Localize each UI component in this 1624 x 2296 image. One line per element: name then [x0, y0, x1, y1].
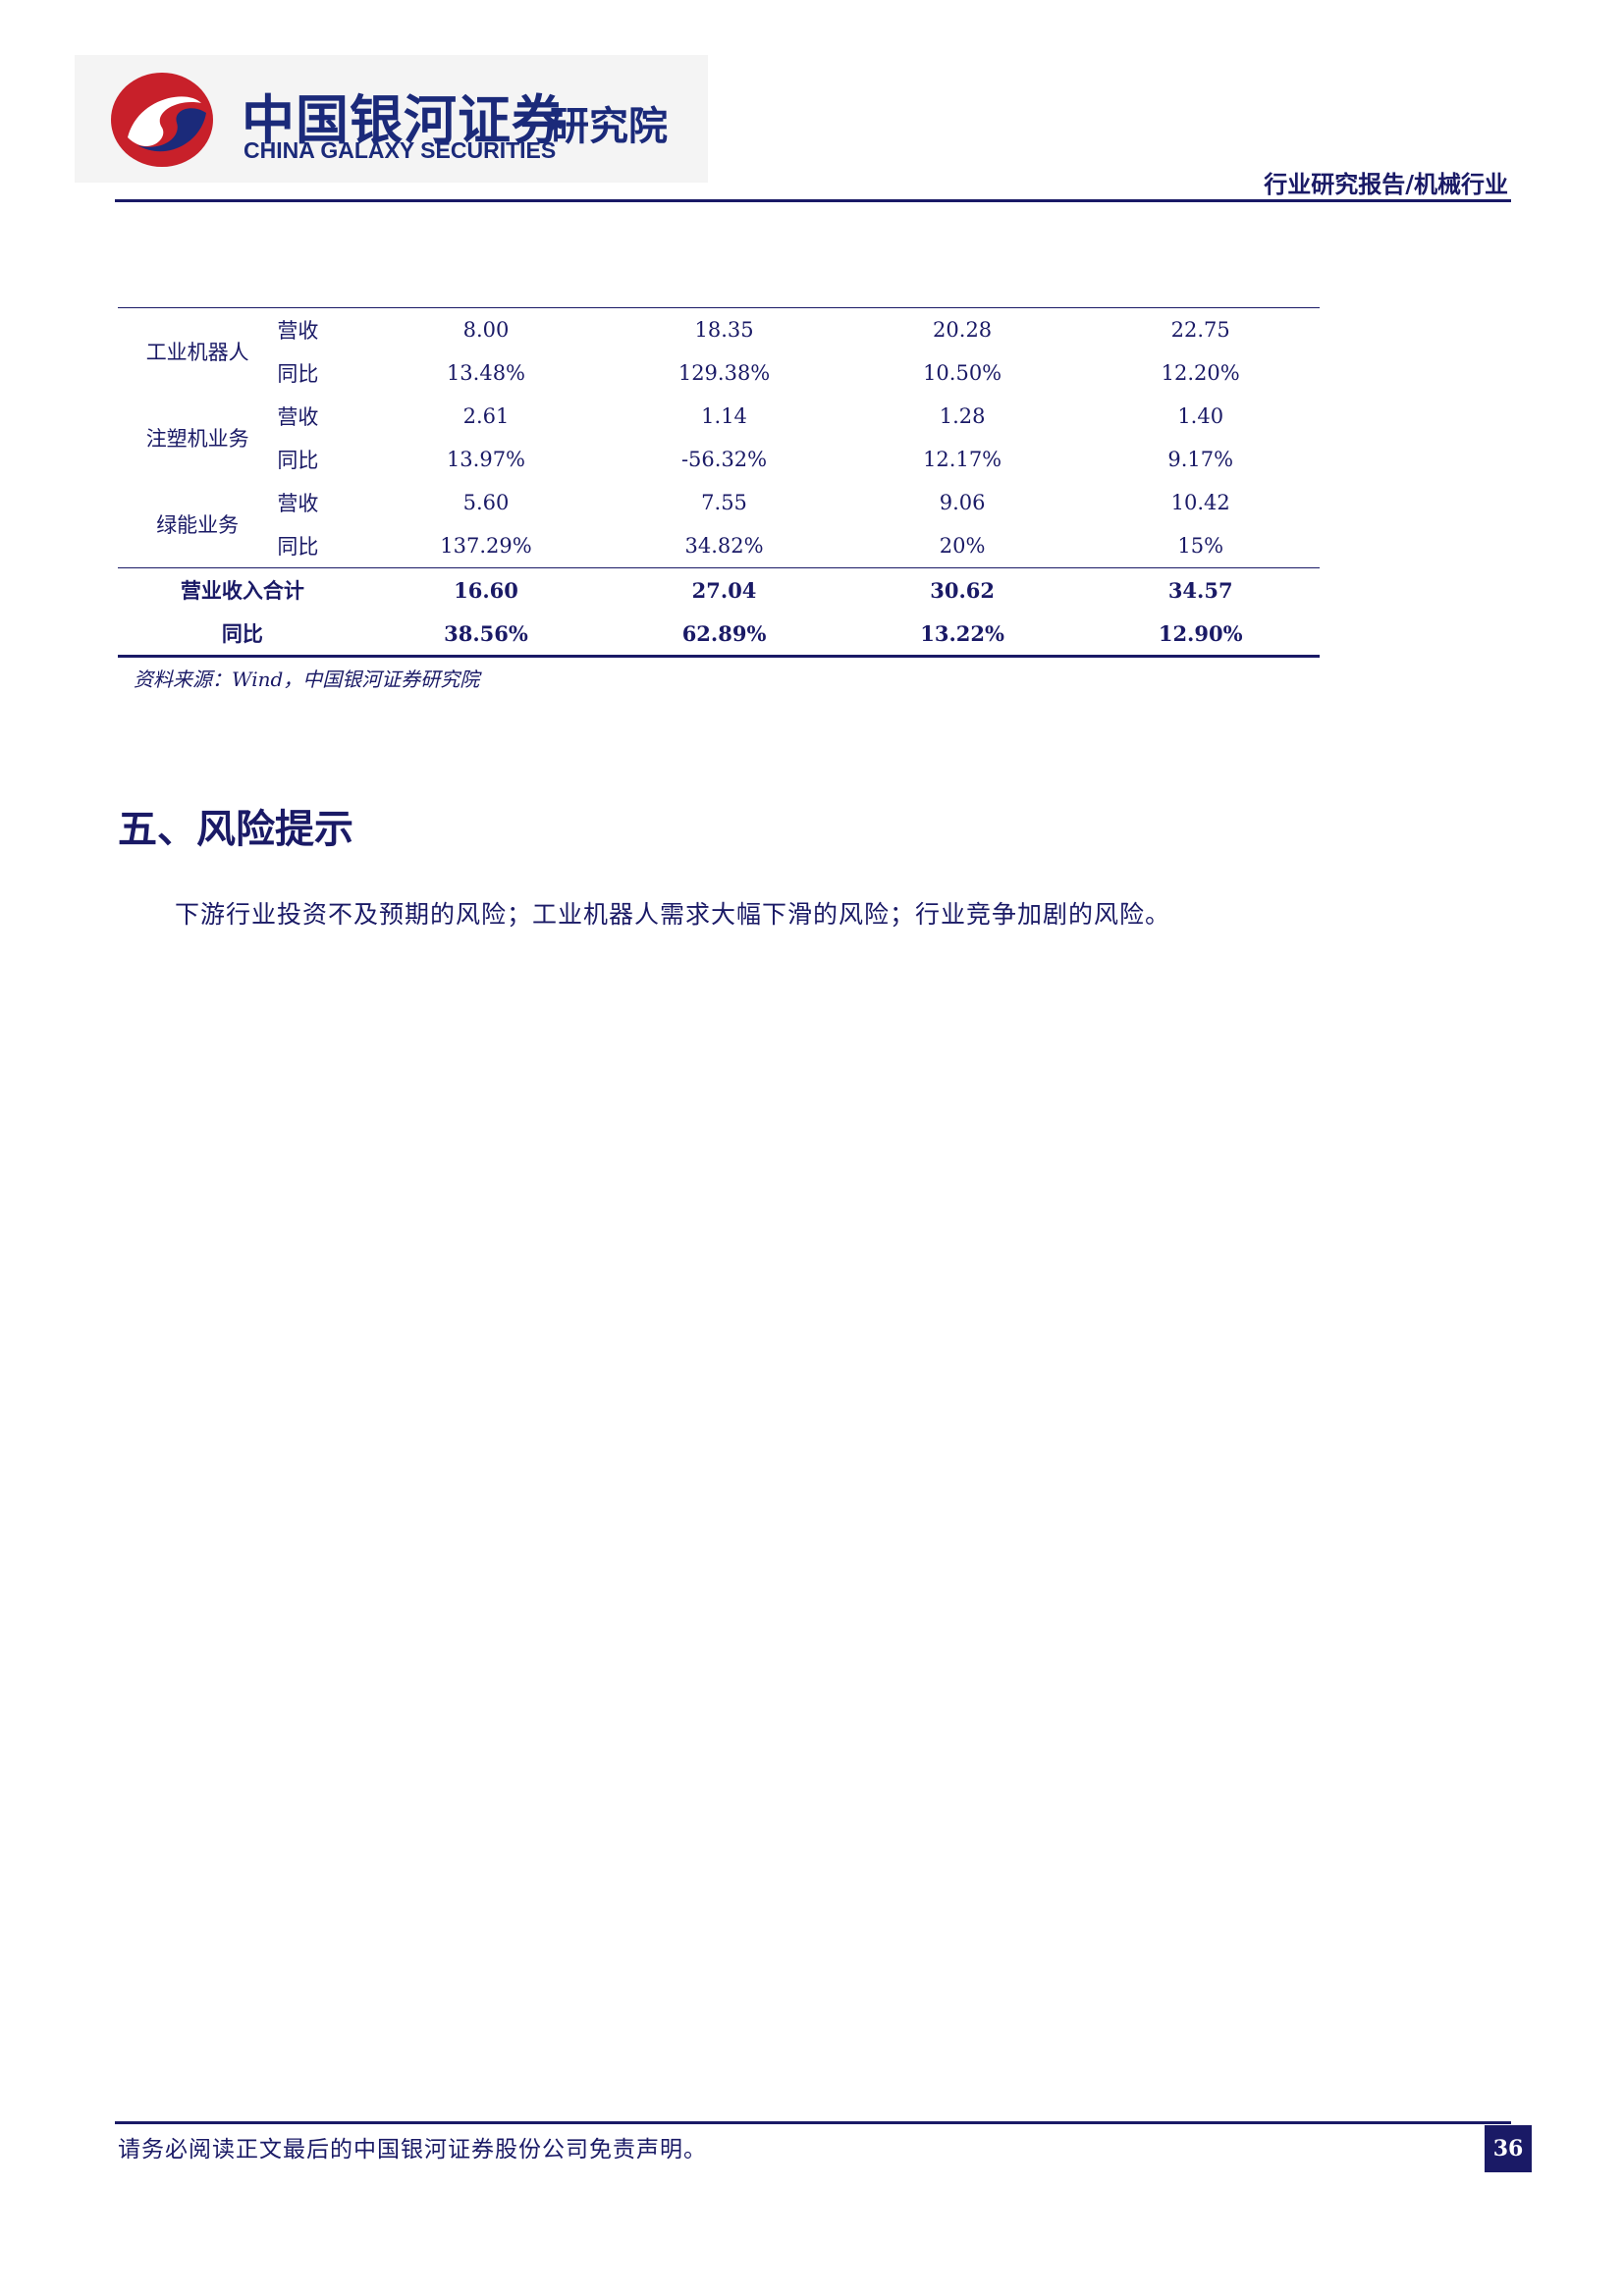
segment-name: 工业机器人	[118, 307, 278, 395]
table-cell: 12.20%	[1161, 361, 1240, 385]
row-label: 同比	[277, 449, 319, 472]
row-label: 营收	[277, 405, 319, 429]
table-cell: 38.56%	[366, 612, 606, 658]
table-cell: 27.04	[605, 567, 843, 612]
table-cell: 1.14	[701, 404, 747, 428]
table-total-row: 营业收入合计 16.60 27.04 30.62 34.57	[118, 567, 1320, 612]
table-cell: 15%	[1177, 534, 1224, 558]
section-heading: 五、风险提示	[118, 807, 353, 852]
table-row: 同比 13.48% 129.38% 10.50% 12.20%	[118, 351, 1320, 395]
table-row: 同比 137.29% 34.82% 20% 15%	[118, 524, 1320, 568]
report-category: 行业研究报告/机械行业	[1264, 170, 1508, 198]
logo-institute: 研究院	[550, 104, 668, 149]
table-cell: 13.48%	[446, 361, 526, 385]
table-cell: 20.28	[842, 307, 1082, 351]
table-cell: 13.97%	[446, 448, 526, 471]
table-row: 工业机器人 营收 8.00 18.35 20.28 22.75	[118, 307, 1320, 395]
table-cell: 9.17%	[1167, 448, 1234, 471]
table-cell: 10.42	[1170, 491, 1230, 514]
row-label: 同比	[277, 535, 319, 559]
table-row: 同比 13.97% -56.32% 12.17% 9.17%	[118, 438, 1320, 481]
segment-name: 注塑机业务	[145, 427, 249, 451]
table-cell: 13.22%	[842, 612, 1082, 658]
header-divider	[115, 199, 1511, 202]
table-cell: 137.29%	[440, 534, 532, 558]
table-cell: -56.32%	[680, 448, 768, 471]
table-cell: 129.38%	[677, 361, 771, 385]
table-cell: 1.40	[1177, 404, 1224, 428]
table-row: 注塑机业务 营收 2.61 1.14 1.28 1.40	[118, 395, 1320, 451]
table-cell: 34.57	[1081, 567, 1320, 612]
table-cell: 30.62	[842, 567, 1082, 612]
table-cell: 62.89%	[605, 612, 843, 658]
row-label: 营收	[277, 307, 367, 351]
table-cell: 34.82%	[684, 534, 764, 558]
risk-paragraph: 下游行业投资不及预期的风险；工业机器人需求大幅下滑的风险；行业竞争加剧的风险。	[175, 900, 1171, 929]
logo: 中国银河证券 CHINA GALAXY SECURITIES 研究院	[75, 55, 708, 183]
page-number: 36	[1485, 2125, 1532, 2172]
table-cell: 16.60	[366, 567, 606, 612]
table-cell: 12.90%	[1081, 612, 1320, 658]
total-label: 营业收入合计	[118, 567, 367, 612]
footer-disclaimer: 请务必阅读正文最后的中国银河证券股份公司免责声明。	[118, 2137, 707, 2163]
logo-english-name: CHINA GALAXY SECURITIES	[244, 137, 557, 163]
table-total-row: 同比 38.56% 62.89% 13.22% 12.90%	[118, 612, 1320, 658]
revenue-forecast-table: 工业机器人 营收 8.00 18.35 20.28 22.75 同比 13.48…	[118, 307, 1320, 658]
table-cell: 20%	[939, 534, 986, 558]
table-cell: 18.35	[605, 307, 843, 351]
table-cell: 10.50%	[923, 361, 1002, 385]
segment-name: 绿能业务	[156, 513, 240, 537]
table-cell: 1.28	[939, 404, 986, 428]
row-label: 同比	[277, 362, 319, 386]
table-cell: 9.06	[939, 491, 986, 514]
logo-chinese-name: 中国银河证券	[242, 89, 566, 151]
footer-divider	[115, 2121, 1511, 2124]
table-cell: 8.00	[366, 307, 606, 351]
table-cell: 12.17%	[923, 448, 1002, 471]
table-cell: 5.60	[462, 491, 510, 514]
row-label: 营收	[277, 492, 319, 515]
total-label: 同比	[118, 612, 367, 658]
source-note: 资料来源：Wind，中国银河证券研究院	[134, 667, 480, 691]
table-cell: 22.75	[1081, 307, 1320, 351]
galaxy-logo-icon	[111, 73, 213, 167]
table-cell: 2.61	[462, 404, 510, 428]
table-row: 绿能业务 营收 5.60 7.55 9.06 10.42	[118, 481, 1320, 537]
table-cell: 7.55	[701, 491, 747, 514]
